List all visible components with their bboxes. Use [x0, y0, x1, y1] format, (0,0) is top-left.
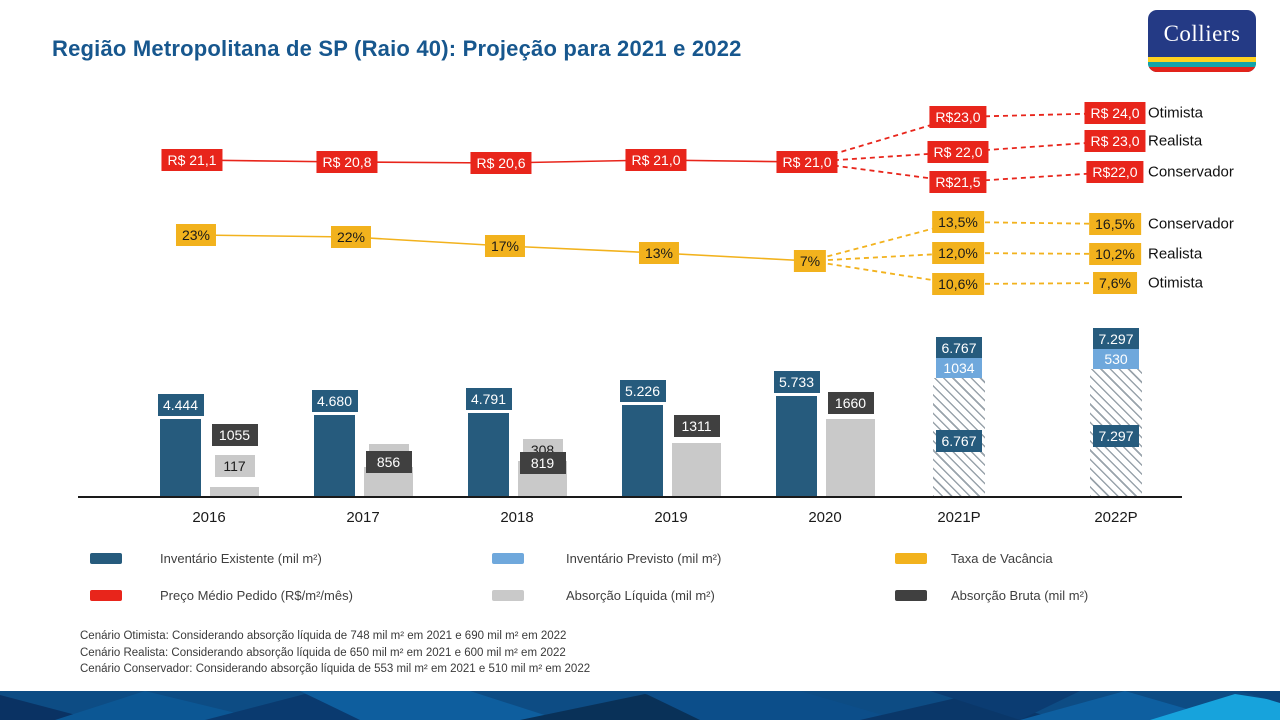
legend-swatch-light-gray — [492, 590, 524, 601]
x-axis-label: 2018 — [500, 509, 534, 526]
scenario-label: Otimista — [1148, 274, 1204, 292]
net-absorption-label: 117 — [214, 455, 255, 477]
gross-absorption-label: 1660 — [827, 392, 874, 414]
colliers-logo: Colliers — [1148, 10, 1256, 72]
page-title: Região Metropolitana de SP (Raio 40): Pr… — [52, 36, 742, 61]
projected-total-label: 7.297 — [1093, 328, 1139, 350]
inventory-bar — [314, 415, 355, 497]
footer-band — [0, 691, 1280, 720]
price-projection-label: R$ 24,0 — [1084, 102, 1146, 124]
legend-item-preco-medio: Preço Médio Pedido (R$/m²/mês) — [90, 588, 353, 603]
net-absorption-bar — [826, 419, 875, 497]
footnote-otimista: Cenário Otimista: Considerando absorção … — [80, 630, 567, 642]
vacancy-projection-label: 10,2% — [1089, 243, 1141, 265]
price-projection-label: R$21,5 — [929, 171, 987, 193]
inventory-value-label: 5.733 — [773, 371, 820, 393]
forecast-inventory-label: 530 — [1093, 349, 1139, 369]
gross-absorption-label: 1311 — [673, 415, 720, 437]
price-label: R$ 20,6 — [470, 152, 532, 174]
inventory-bar — [622, 405, 663, 497]
projected-total-label: 6.767 — [936, 337, 982, 359]
x-axis-label: 2016 — [192, 509, 226, 526]
vacancy-label: 23% — [175, 224, 217, 246]
scenario-label: Conservador — [1148, 215, 1234, 233]
net-absorption-bar — [672, 443, 721, 497]
inventory-bar — [468, 413, 509, 497]
gross-absorption-label: 819 — [519, 452, 566, 474]
net-absorption-bar — [210, 487, 259, 497]
vacancy-projection-label: 13,5% — [932, 211, 984, 233]
legend-label: Absorção Líquida (mil m²) — [566, 588, 715, 603]
inventory-value-label: 4.444 — [157, 394, 204, 416]
vacancy-projection-label: 12,0% — [932, 242, 984, 264]
price-projection-label: R$ 22,0 — [927, 141, 989, 163]
legend-item-inventario-existente: Inventário Existente (mil m²) — [90, 551, 322, 566]
scenario-footnotes: Cenário Otimista: Considerando absorção … — [80, 628, 590, 678]
logo-stripe-yellow — [1148, 57, 1256, 62]
price-projection-label: R$23,0 — [929, 106, 987, 128]
price-label: R$ 21,1 — [161, 149, 223, 171]
vacancy-projection-label: 16,5% — [1089, 213, 1141, 235]
logo-stripe-red — [1148, 67, 1256, 72]
legend-label: Taxa de Vacância — [951, 551, 1053, 566]
x-axis-label: 2019 — [654, 509, 688, 526]
vacancy-label: 17% — [484, 235, 526, 257]
vacancy-projection-label: 7,6% — [1093, 272, 1137, 294]
legend-swatch-dark-gray — [895, 590, 927, 601]
price-projection-label: R$22,0 — [1086, 161, 1144, 183]
price-label: R$ 20,8 — [316, 151, 378, 173]
legend-swatch-light-blue — [492, 553, 524, 564]
gross-absorption-label: 856 — [365, 451, 412, 473]
logo-stripe-teal — [1148, 62, 1256, 67]
scenario-label: Realista — [1148, 245, 1203, 263]
inventory-value-label: 5.226 — [619, 380, 666, 402]
x-axis-line — [78, 496, 1182, 498]
scenario-label: Realista — [1148, 132, 1203, 150]
vacancy-label: 13% — [638, 242, 680, 264]
x-axis-label: 2021P — [937, 509, 981, 526]
legend-item-absorcao-liquida: Absorção Líquida (mil m²) — [492, 588, 715, 603]
legend-label: Preço Médio Pedido (R$/m²/mês) — [160, 588, 353, 603]
footnote-conservador: Cenário Conservador: Considerando absorç… — [80, 663, 591, 675]
projected-total-label-mid: 7.297 — [1093, 425, 1139, 447]
legend-swatch-dark-blue — [90, 553, 122, 564]
vacancy-label: 7% — [793, 250, 827, 272]
scenario-label: Conservador — [1148, 163, 1234, 181]
scenario-label: Otimista — [1148, 104, 1204, 122]
price-label: R$ 21,0 — [625, 149, 687, 171]
legend-label: Inventário Previsto (mil m²) — [566, 551, 722, 566]
inventory-bar — [160, 419, 201, 497]
x-axis-label: 2022P — [1094, 509, 1138, 526]
inventory-value-label: 4.680 — [311, 390, 358, 412]
legend-swatch-red — [90, 590, 122, 601]
inventory-value-label: 4.791 — [465, 388, 512, 410]
vacancy-projection-label: 10,6% — [932, 273, 984, 295]
legend-swatch-yellow — [895, 553, 927, 564]
legend-label: Inventário Existente (mil m²) — [160, 551, 322, 566]
vacancy-label: 22% — [330, 226, 372, 248]
legend-item-absorcao-bruta: Absorção Bruta (mil m²) — [895, 588, 1088, 603]
inventory-bar — [776, 396, 817, 497]
legend-item-inventario-previsto: Inventário Previsto (mil m²) — [492, 551, 721, 566]
colliers-logo-text: Colliers — [1163, 20, 1241, 46]
legend-label: Absorção Bruta (mil m²) — [951, 588, 1089, 603]
gross-absorption-label: 1055 — [211, 424, 258, 446]
legend-item-taxa-vacancia: Taxa de Vacância — [895, 551, 1053, 566]
price-projection-label: R$ 23,0 — [1084, 130, 1146, 152]
projected-total-label-mid: 6.767 — [936, 430, 982, 452]
forecast-inventory-label: 1034 — [936, 358, 982, 378]
footnote-realista: Cenário Realista: Considerando absorção … — [80, 646, 566, 659]
price-label: R$ 21,0 — [776, 151, 838, 173]
x-axis-label: 2017 — [346, 509, 380, 526]
x-axis-label: 2020 — [808, 509, 842, 526]
